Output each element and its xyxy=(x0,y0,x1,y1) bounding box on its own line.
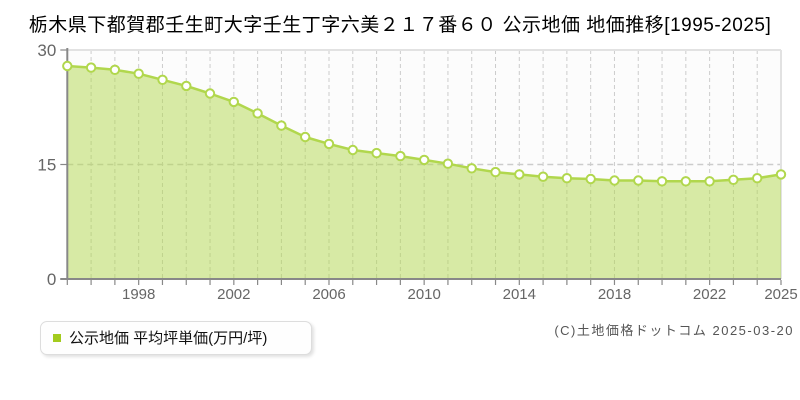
data-point xyxy=(561,173,573,184)
data-point xyxy=(157,74,168,86)
data-point xyxy=(609,175,620,186)
copyright-text: (C)土地価格ドットコム 2025-03-20 xyxy=(554,323,794,338)
data-point xyxy=(442,158,454,169)
x-tick-label: 2022 xyxy=(693,286,726,303)
data-point xyxy=(752,173,763,184)
data-point xyxy=(62,60,73,72)
x-tick-label: 2025 xyxy=(764,286,797,303)
data-point xyxy=(133,68,144,79)
y-tick-label: 0 xyxy=(47,270,56,289)
data-point xyxy=(585,173,596,185)
data-point xyxy=(680,176,691,187)
data-point xyxy=(656,176,668,187)
x-tick-label: 2002 xyxy=(217,286,250,303)
data-point xyxy=(181,80,192,92)
data-point xyxy=(633,175,644,186)
x-tick-label: 2006 xyxy=(312,286,345,303)
data-point xyxy=(323,138,335,150)
y-tick-label: 30 xyxy=(37,41,56,60)
legend: 公示地価 平均坪単価(万円/坪) xyxy=(40,321,313,355)
data-point xyxy=(537,171,549,182)
data-point xyxy=(204,88,216,99)
data-point xyxy=(728,174,739,186)
x-tick-label: 2018 xyxy=(598,286,631,303)
data-point xyxy=(395,150,406,162)
data-point xyxy=(252,108,263,119)
price-trend-chart: 1998 2002 2006 2010 2014 2018 2022 2025 0 15 30 xyxy=(37,41,797,303)
x-tick-label: 1998 xyxy=(122,286,155,303)
x-tick-label: 2010 xyxy=(408,286,441,303)
series-marker-icon xyxy=(53,333,61,342)
data-point xyxy=(775,169,787,180)
data-point xyxy=(514,169,525,180)
data-point xyxy=(371,147,382,159)
data-point xyxy=(490,166,501,178)
x-tick-label: 2014 xyxy=(503,286,536,303)
data-point xyxy=(300,131,311,143)
data-point xyxy=(228,96,240,108)
legend-label: 公示地価 平均坪単価(万円/坪) xyxy=(69,330,268,347)
data-point xyxy=(85,62,97,73)
y-tick-label: 15 xyxy=(37,156,56,175)
data-point xyxy=(704,176,715,187)
data-point xyxy=(466,163,477,174)
data-point xyxy=(109,64,121,76)
data-point xyxy=(276,120,287,131)
page-title: 栃木県下都賀郡壬生町大字壬生丁字六美２１７番６０ 公示地価 地価推移[1995-… xyxy=(28,15,772,36)
price-area xyxy=(67,66,782,279)
data-point xyxy=(347,144,358,156)
data-point xyxy=(419,154,430,166)
